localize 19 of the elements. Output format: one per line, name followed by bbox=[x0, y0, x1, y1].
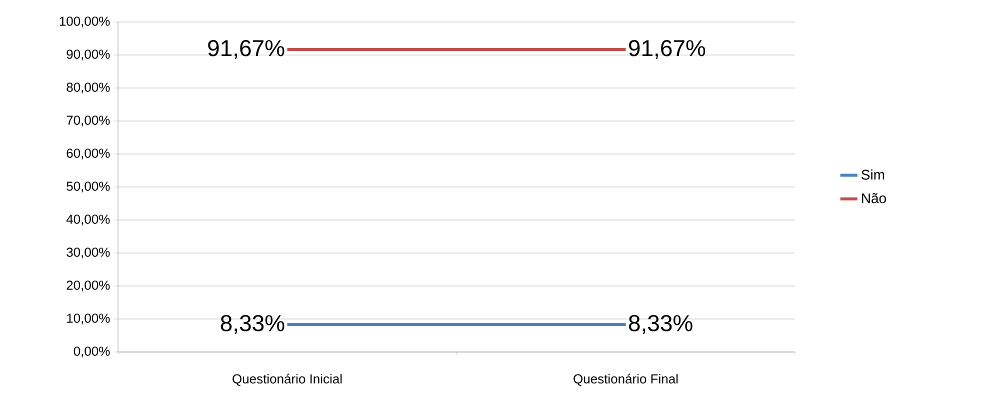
data-label: 8,33% bbox=[220, 315, 284, 334]
data-label: 91,67% bbox=[208, 40, 284, 59]
x-tick-label: Questionário Inicial bbox=[232, 374, 342, 386]
data-label: 91,67% bbox=[629, 40, 706, 59]
y-tick-label: 50,00% bbox=[66, 182, 110, 192]
y-tick-label: 40,00% bbox=[66, 214, 110, 226]
y-tick-label: 10,00% bbox=[67, 314, 110, 324]
x-tick-label: Questionário Final bbox=[574, 374, 678, 386]
y-tick-label: 90,00% bbox=[66, 50, 110, 60]
y-tick-label: 20,00% bbox=[66, 280, 110, 292]
y-tick-label: 80,00% bbox=[66, 82, 110, 94]
y-tick-label: 60,00% bbox=[66, 148, 110, 160]
y-tick-label: 30,00% bbox=[66, 248, 110, 258]
y-tick-label: 70,00% bbox=[66, 116, 110, 126]
legend-label: Não bbox=[862, 193, 886, 204]
legend-label: Sim bbox=[862, 169, 884, 180]
y-tick-label: 0,00% bbox=[74, 346, 110, 358]
y-tick-label: 100,00% bbox=[60, 16, 110, 28]
data-label: 8,33% bbox=[628, 315, 692, 334]
